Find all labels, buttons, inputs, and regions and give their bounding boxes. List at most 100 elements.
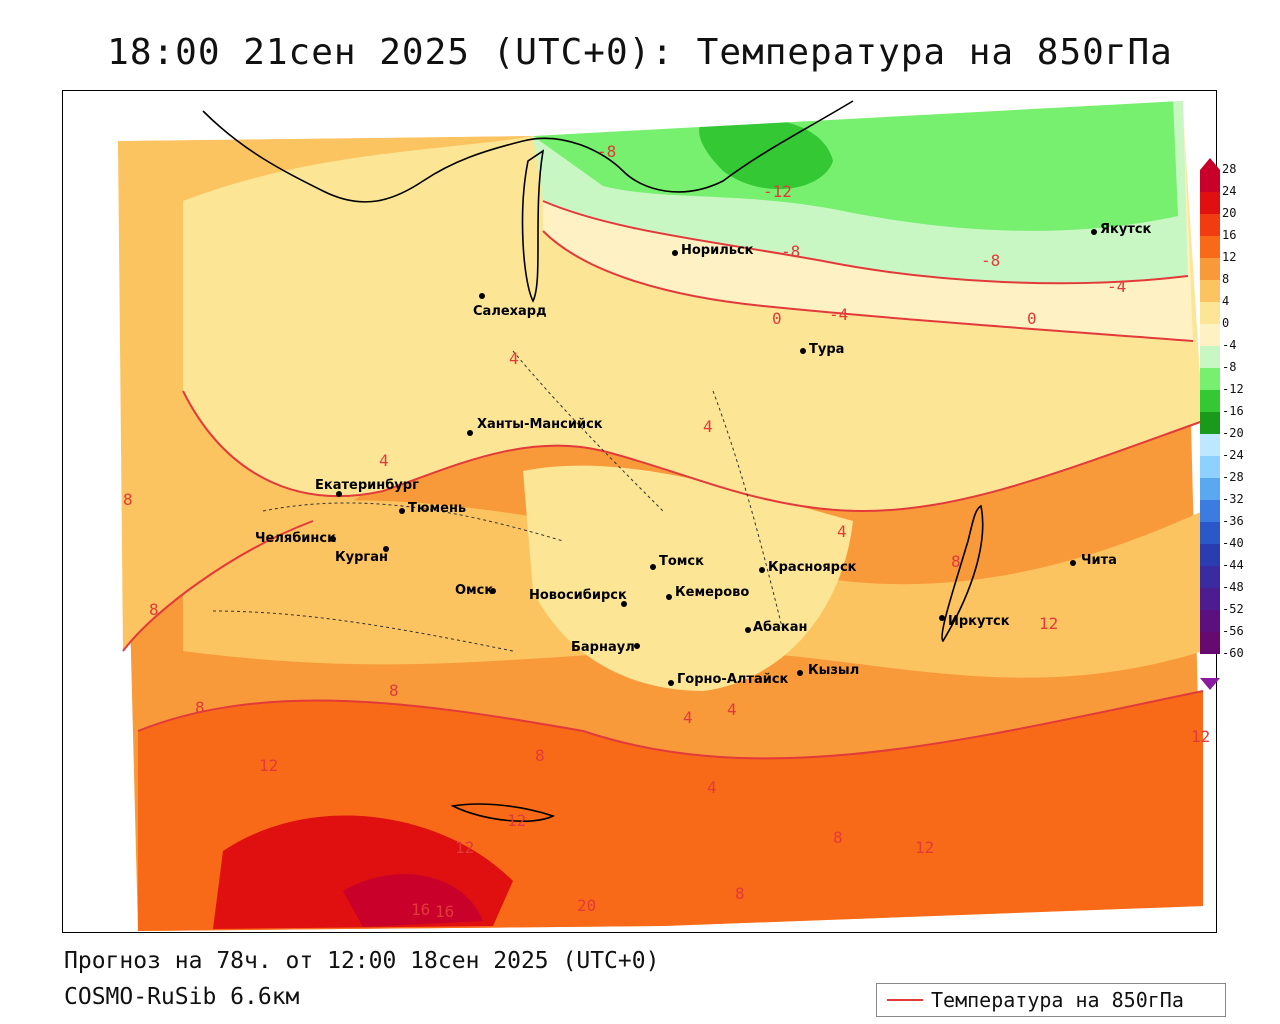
contour-value: 16: [411, 900, 430, 919]
scale-tick-label: -8: [1222, 360, 1237, 374]
contour-value: 8: [123, 490, 133, 509]
scale-swatch: [1200, 236, 1220, 258]
city-dot: [490, 588, 496, 594]
scale-swatch: [1200, 192, 1220, 214]
city-dot: [939, 615, 945, 621]
contour-value: 12: [1039, 614, 1058, 633]
contour-value: 8: [195, 698, 205, 717]
city-dot: [797, 670, 803, 676]
city-dot: [666, 594, 672, 600]
city-dot: [467, 430, 473, 436]
contour-value: 4: [703, 417, 713, 436]
scale-tick-label: 16: [1222, 228, 1237, 242]
scale-tick-label: -36: [1222, 514, 1244, 528]
scale-swatch: [1200, 566, 1220, 588]
admin-borders: [212, 350, 784, 652]
scale-swatch: [1200, 500, 1220, 522]
contour-value: 4: [379, 451, 389, 470]
contour-value: 8: [535, 746, 545, 765]
color-scale: [1200, 158, 1220, 690]
scale-swatch: [1200, 544, 1220, 566]
city-label: Барнаул: [571, 640, 635, 655]
city-label: Курган: [335, 550, 388, 565]
scale-tick-label: 8: [1222, 272, 1230, 286]
scale-tick-label: -56: [1222, 624, 1244, 638]
scale-tick-label: 28: [1222, 162, 1237, 176]
scale-swatch: [1200, 280, 1220, 302]
scale-tick-label: -4: [1222, 338, 1237, 352]
forecast-info: Прогноз на 78ч. от 12:00 18сен 2025 (UTC…: [64, 948, 660, 974]
scale-swatch: [1200, 478, 1220, 500]
contour-value: 8: [389, 681, 399, 700]
city-label: Тюмень: [408, 501, 466, 516]
city-label: Салехард: [473, 304, 547, 319]
city-dot: [759, 567, 765, 573]
contour-value: 4: [727, 700, 737, 719]
scale-swatch: [1200, 214, 1220, 236]
city-label: Новосибирск: [529, 588, 627, 603]
hot-zone-24: [343, 874, 483, 927]
contour-value: 4: [707, 778, 717, 797]
legend-box: Температура на 850гПа: [876, 983, 1226, 1017]
contour-value: 8: [149, 600, 159, 619]
scale-swatch: [1200, 302, 1220, 324]
scale-swatch: [1200, 412, 1220, 434]
scale-swatch: [1200, 434, 1220, 456]
contour-value: -4: [1107, 277, 1126, 296]
contour-value: -8: [781, 242, 800, 261]
scale-swatch: [1200, 368, 1220, 390]
city-label: Омск: [455, 583, 493, 598]
city-label: Якутск: [1100, 222, 1152, 237]
contour-value: 4: [683, 708, 693, 727]
city-dot: [650, 564, 656, 570]
temp-zone-4-center: [523, 465, 853, 691]
contour-value: -12: [763, 182, 792, 201]
scale-swatch: [1200, 170, 1220, 192]
scale-tick-label: 4: [1222, 294, 1230, 308]
contour-value: 4: [837, 522, 847, 541]
scale-tick-label: 20: [1222, 206, 1237, 220]
city-dot: [1070, 560, 1076, 566]
scale-tick-label: -40: [1222, 536, 1244, 550]
contour-value: 16: [435, 902, 454, 921]
city-label: Кемерово: [675, 585, 749, 600]
city-label: Ханты-Мансийск: [477, 417, 603, 432]
scale-tick-label: 24: [1222, 184, 1237, 198]
scale-tick-label: -32: [1222, 492, 1244, 506]
contour-value: 12: [259, 756, 278, 775]
city-dot: [668, 680, 674, 686]
legend-label: Температура на 850гПа: [931, 988, 1184, 1012]
city-label: Иркутск: [948, 614, 1010, 629]
scale-tick-label: -60: [1222, 646, 1244, 660]
temp-zone-minus8: [533, 99, 1178, 231]
city-label: Челябинск: [255, 531, 336, 546]
city-dot: [336, 491, 342, 497]
scale-swatch: [1200, 632, 1220, 654]
scale-tick-label: -16: [1222, 404, 1244, 418]
isotherm-12: [137, 690, 1204, 760]
city-dot: [330, 536, 336, 542]
city-label: Екатеринбург: [315, 478, 419, 493]
isotherm-0: [542, 230, 1194, 342]
scale-swatch: [1200, 346, 1220, 368]
city-dot: [634, 643, 640, 649]
scale-tick-label: -12: [1222, 382, 1244, 396]
contour-value: 12: [915, 838, 934, 857]
contour-value: 0: [772, 309, 782, 328]
city-label: Томск: [659, 554, 704, 569]
city-label: Красноярск: [768, 560, 857, 575]
contour-value: 12: [507, 811, 526, 830]
contour-value: 0: [1027, 309, 1037, 328]
scale-tick-label: 12: [1222, 250, 1237, 264]
scale-swatch: [1200, 324, 1220, 346]
temperature-map: Салехард Норильск Якутск Тура Ханты-Манс…: [62, 90, 1217, 933]
city-dot: [383, 546, 389, 552]
scale-swatch: [1200, 610, 1220, 632]
contour-value: -8: [981, 251, 1000, 270]
model-name: COSMO-RuSib 6.6км: [64, 984, 300, 1010]
city-label: Абакан: [753, 620, 808, 635]
city-dot: [621, 601, 627, 607]
scale-swatch: [1200, 456, 1220, 478]
legend-line-icon: [887, 999, 923, 1001]
contour-value: -4: [829, 305, 848, 324]
